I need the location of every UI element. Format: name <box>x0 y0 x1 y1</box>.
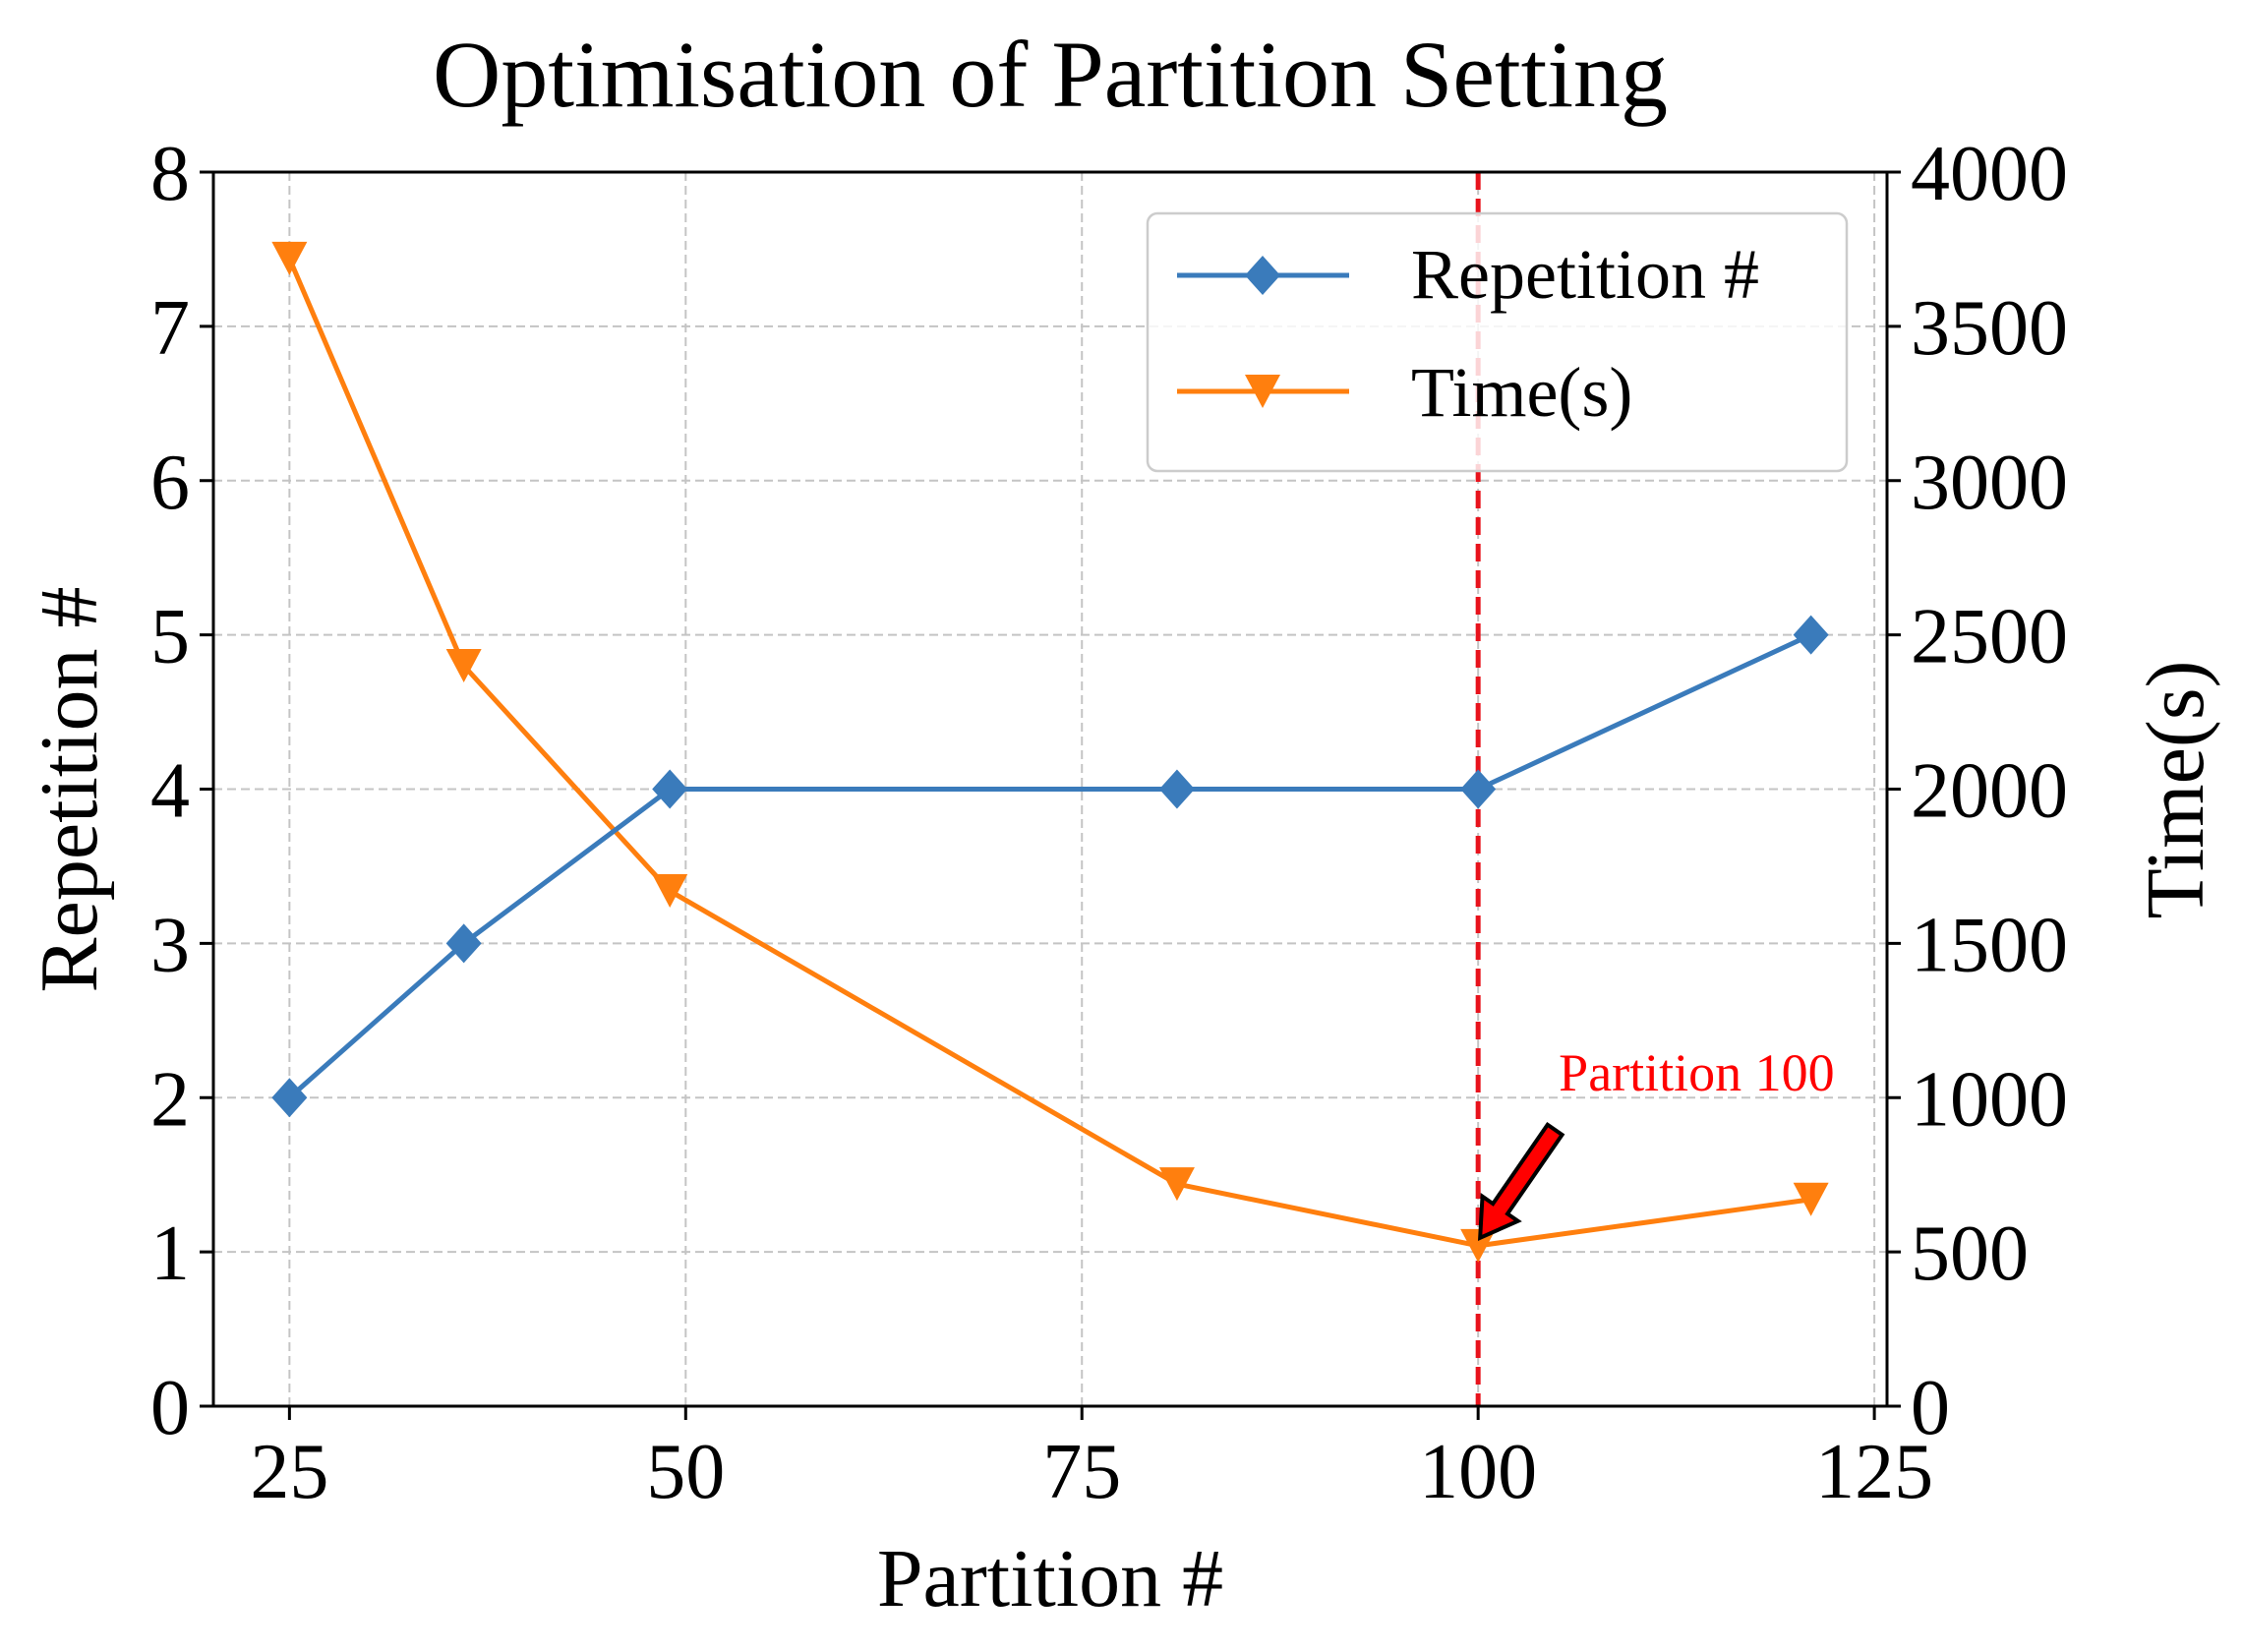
y2-tick-label-1500: 1500 <box>1911 902 2068 988</box>
x-tick-label-50: 50 <box>646 1429 725 1515</box>
y2-tick-label-1000: 1000 <box>1911 1056 2068 1143</box>
y-axis-label: Repetition # <box>24 587 115 993</box>
annotation-label: Partition 100 <box>1559 1043 1835 1102</box>
y-tick-label-5: 5 <box>150 594 190 680</box>
point-time-100 <box>1460 1228 1497 1263</box>
point-repetition-25 <box>271 1078 308 1118</box>
y-axis-left: 0 1 2 3 4 5 6 7 8 <box>150 131 213 1451</box>
y2-axis-label: Time(s) <box>2130 661 2221 919</box>
y-tick-label-2: 2 <box>150 1056 190 1143</box>
x-tick-label-25: 25 <box>250 1429 328 1515</box>
x-axis: 25 50 75 100 125 <box>250 1406 1933 1515</box>
legend-marker-time <box>1245 375 1280 408</box>
y-axis-right: 0 500 1000 1500 2000 2500 3000 3500 4000 <box>1887 131 2068 1451</box>
point-time-81 <box>1158 1167 1195 1202</box>
point-repetition-121 <box>1793 615 1829 655</box>
y-tick-label-7: 7 <box>150 285 190 372</box>
legend-label-time: Time(s) <box>1411 353 1632 432</box>
point-repetition-36 <box>445 923 482 964</box>
point-repetition-81 <box>1158 769 1195 809</box>
y-tick-label-3: 3 <box>150 902 190 988</box>
legend: Repetition # Time(s) <box>1146 211 1849 473</box>
legend-marker-repetition <box>1245 256 1280 295</box>
point-time-49 <box>652 874 688 909</box>
x-axis-label: Partition # <box>877 1533 1223 1624</box>
y2-tick-label-3000: 3000 <box>1911 440 2068 526</box>
y2-tick-label-0: 0 <box>1911 1365 1950 1451</box>
point-time-121 <box>1793 1182 1829 1216</box>
series-line-repetition <box>287 632 1812 1100</box>
x-tick-label-75: 75 <box>1042 1429 1121 1515</box>
annotation-arrow <box>1477 1121 1565 1242</box>
plot-series <box>271 241 1829 1263</box>
annotation: Partition 100 <box>1477 1043 1835 1242</box>
y2-tick-label-3500: 3500 <box>1911 285 2068 372</box>
chart-title: Optimisation of Partition Setting <box>433 22 1668 127</box>
y2-tick-label-2500: 2500 <box>1911 594 2068 680</box>
x-tick-label-100: 100 <box>1419 1429 1537 1515</box>
point-repetition-100 <box>1460 769 1497 809</box>
point-repetition-49 <box>652 769 688 809</box>
legend-label-repetition: Repetition # <box>1411 235 1759 314</box>
y2-tick-label-2000: 2000 <box>1911 748 2068 835</box>
y2-tick-label-500: 500 <box>1911 1210 2029 1297</box>
y-tick-label-1: 1 <box>150 1210 190 1297</box>
y-tick-label-8: 8 <box>150 131 190 217</box>
series-line-time <box>287 257 1811 1249</box>
y2-tick-label-4000: 4000 <box>1911 131 2068 217</box>
y-tick-label-6: 6 <box>150 440 190 526</box>
point-time-36 <box>445 649 482 682</box>
y-tick-label-4: 4 <box>150 748 190 835</box>
point-time-25 <box>271 241 308 275</box>
y-tick-label-0: 0 <box>150 1365 190 1451</box>
x-tick-label-125: 125 <box>1815 1429 1933 1515</box>
